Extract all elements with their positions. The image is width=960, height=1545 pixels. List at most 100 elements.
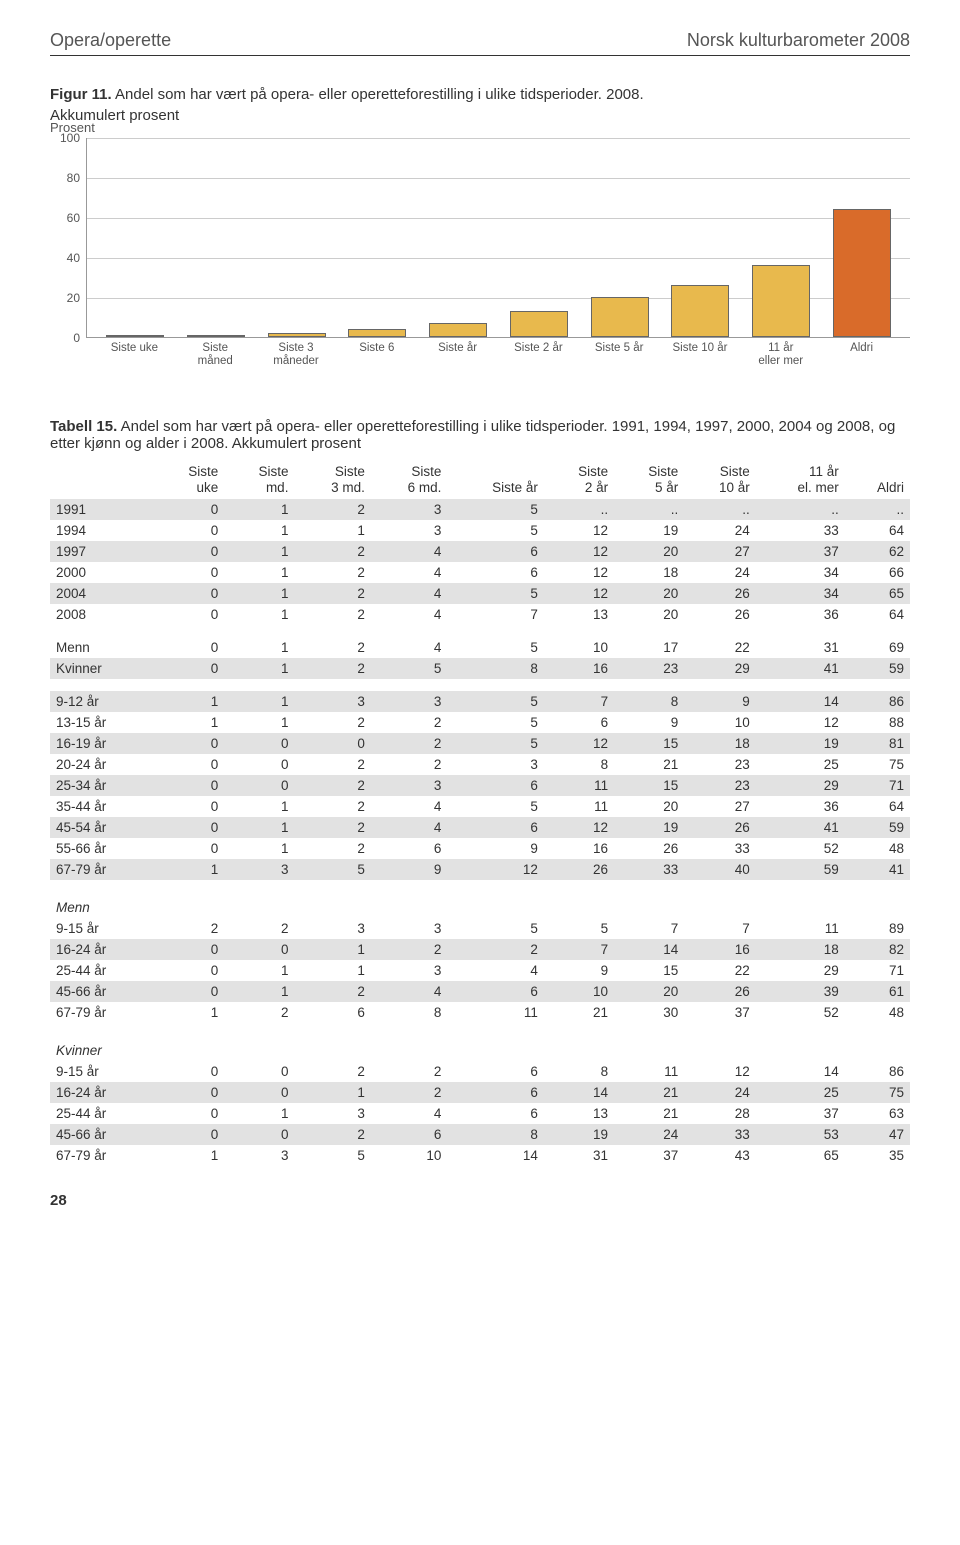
table-row: 45-54 år012461219264159 [50,817,910,838]
table-cell: 16 [544,658,614,679]
table-cell: 2 [294,817,370,838]
table-cell: 8 [544,1061,614,1082]
table-cell: 22 [684,960,755,981]
table-cell: 31 [756,637,845,658]
table-cell: 23 [684,775,755,796]
row-label: 45-66 år [50,1124,154,1145]
table-cell: 1 [224,604,294,625]
table-column-header [50,460,154,499]
table-cell: 64 [845,796,910,817]
table-cell: 26 [684,817,755,838]
chart-ytick: 0 [50,331,80,345]
table-cell: 4 [371,796,447,817]
chart-bar [106,335,164,337]
table-caption: Tabell 15. Andel som har vært på opera- … [50,418,910,452]
table-cell: 31 [544,1145,614,1166]
table-cell: 23 [684,754,755,775]
table-cell: 2 [224,918,294,939]
table-cell: 41 [845,859,910,880]
table-cell: 0 [224,775,294,796]
table-cell: 0 [224,1124,294,1145]
table-row: 20-24 år00223821232575 [50,754,910,775]
table-cell: 12 [544,583,614,604]
row-label: 16-24 år [50,1082,154,1103]
table-cell: 0 [224,1082,294,1103]
row-label: 67-79 år [50,1002,154,1023]
table-row: 2004012451220263465 [50,583,910,604]
chart-xtick: Siste 5 år [579,342,660,368]
table-cell: 12 [544,562,614,583]
table-cell: 1 [154,1145,224,1166]
table-cell: 35 [845,1145,910,1166]
table-cell: 36 [756,796,845,817]
table-cell: 1 [154,1002,224,1023]
table-cell: 6 [371,1124,447,1145]
table-cell: 16 [544,838,614,859]
row-label: 9-15 år [50,918,154,939]
chart-ytick: 40 [50,251,80,265]
chart-xtick: Aldri [821,342,902,368]
table-cell: 1 [294,960,370,981]
table-cell: 1 [294,1082,370,1103]
table-cell: 3 [447,754,544,775]
table-cell: 20 [614,583,684,604]
table-cell: 8 [447,658,544,679]
table-cell: 2 [371,939,447,960]
table-cell: 1 [224,838,294,859]
table-cell: 4 [371,817,447,838]
table-cell: 3 [371,691,447,712]
table-caption-prefix: Tabell 15. [50,418,117,435]
table-cell: 1 [224,691,294,712]
table-cell: 0 [154,1061,224,1082]
table-cell: 5 [294,1145,370,1166]
table-cell: 25 [756,754,845,775]
table-cell: 71 [845,775,910,796]
chart-bar [833,209,891,337]
table-cell: 6 [447,1082,544,1103]
table-cell: 8 [371,1002,447,1023]
table-cell: 5 [447,499,544,520]
table-cell: 65 [845,583,910,604]
table-cell: 0 [154,499,224,520]
table-cell: 15 [614,733,684,754]
table-cell: 0 [154,733,224,754]
table-cell: 6 [447,541,544,562]
table-cell: 89 [845,918,910,939]
table-cell: 33 [614,859,684,880]
table-cell: 37 [684,1002,755,1023]
table-cell: 40 [684,859,755,880]
table-cell: 3 [371,775,447,796]
table-cell: 1 [224,583,294,604]
chart-bar-slot [660,138,741,337]
table-cell: 0 [154,658,224,679]
table-cell: 8 [614,691,684,712]
table-cell: 19 [614,520,684,541]
table-cell: 9 [684,691,755,712]
table-cell: 65 [756,1145,845,1166]
table-cell: 2 [371,1082,447,1103]
table-cell: 7 [544,939,614,960]
table-cell: 5 [544,918,614,939]
table-cell: 0 [154,520,224,541]
table-cell: 29 [756,960,845,981]
table-cell: .. [845,499,910,520]
table-cell: 5 [447,712,544,733]
table-cell: 4 [371,1103,447,1124]
table-cell: 11 [544,775,614,796]
table-body: 199101235..........199401135121924336419… [50,499,910,1166]
table-cell: 7 [684,918,755,939]
table-cell: 2 [447,939,544,960]
table-cell: 1 [224,637,294,658]
row-label: 67-79 år [50,1145,154,1166]
table-cell: 33 [684,1124,755,1145]
row-label: Menn [50,637,154,658]
table-row: 16-19 år000251215181981 [50,733,910,754]
table-cell: 2 [294,712,370,733]
table-cell: 5 [447,583,544,604]
table-cell: 52 [756,838,845,859]
table-cell: 1 [224,541,294,562]
table-row: 67-79 år1359122633405941 [50,859,910,880]
table-cell: 3 [294,1103,370,1124]
chart-xtick: Siste uke [94,342,175,368]
table-cell: 12 [447,859,544,880]
